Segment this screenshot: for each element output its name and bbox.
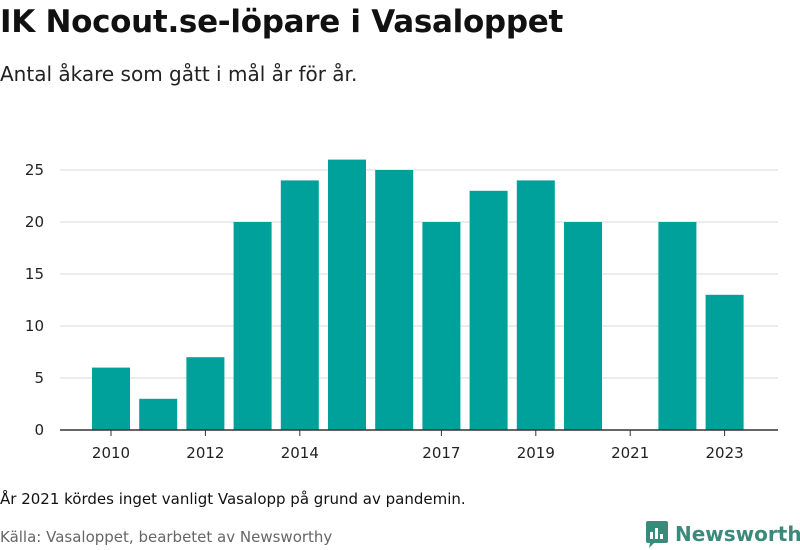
- bar-2014: [280, 180, 319, 430]
- bar-2013: [233, 222, 272, 430]
- bars: [92, 159, 744, 430]
- bar-2019: [516, 180, 555, 430]
- bar-2020: [564, 222, 602, 430]
- y-axis-ticks: 0 5 10 15 20 25: [25, 161, 44, 439]
- x-tick-label: 2010: [92, 444, 130, 462]
- x-tick-label: 2014: [281, 444, 319, 462]
- bar-2018: [469, 190, 508, 430]
- x-tick-label: 2021: [611, 444, 649, 462]
- x-tick-label: 2019: [517, 444, 555, 462]
- newsworthy-logo-icon: [646, 521, 668, 548]
- brand-name: Newsworthy: [675, 522, 800, 546]
- bar-2011: [139, 398, 178, 430]
- bar-2010: [92, 367, 130, 430]
- bar-2023: [705, 294, 744, 430]
- bar-2022: [658, 222, 697, 430]
- footnote: År 2021 kördes inget vanligt Vasalopp på…: [0, 490, 466, 508]
- newsworthy-brand: Newsworthy: [645, 519, 800, 549]
- gridlines: [60, 169, 778, 379]
- source-text: Källa: Vasaloppet, bearbetet av Newswort…: [0, 528, 333, 546]
- y-tick-label: 20: [25, 213, 44, 231]
- chart-subtitle: Antal åkare som gått i mål år för år.: [0, 62, 358, 86]
- y-tick-label: 25: [25, 161, 44, 179]
- bar-2016: [375, 170, 414, 430]
- x-axis-ticks: 2010 2012 2014 2017 2019 2021 2023: [92, 430, 744, 462]
- x-tick-label: 2023: [706, 444, 744, 462]
- bar-chart: 0 5 10 15 20 25 2010 2012 2014 2017 2019 2021 2023: [25, 159, 778, 462]
- bar-2015: [328, 159, 366, 430]
- y-tick-label: 0: [34, 421, 44, 439]
- x-tick-label: 2017: [422, 444, 460, 462]
- x-tick-label: 2012: [186, 444, 224, 462]
- bar-2017: [422, 222, 461, 430]
- chart-title: IK Nocout.se-löpare i Vasaloppet: [0, 4, 563, 40]
- y-tick-label: 15: [25, 265, 44, 283]
- bar-2012: [186, 357, 225, 430]
- y-tick-label: 10: [25, 317, 44, 335]
- y-tick-label: 5: [34, 369, 44, 387]
